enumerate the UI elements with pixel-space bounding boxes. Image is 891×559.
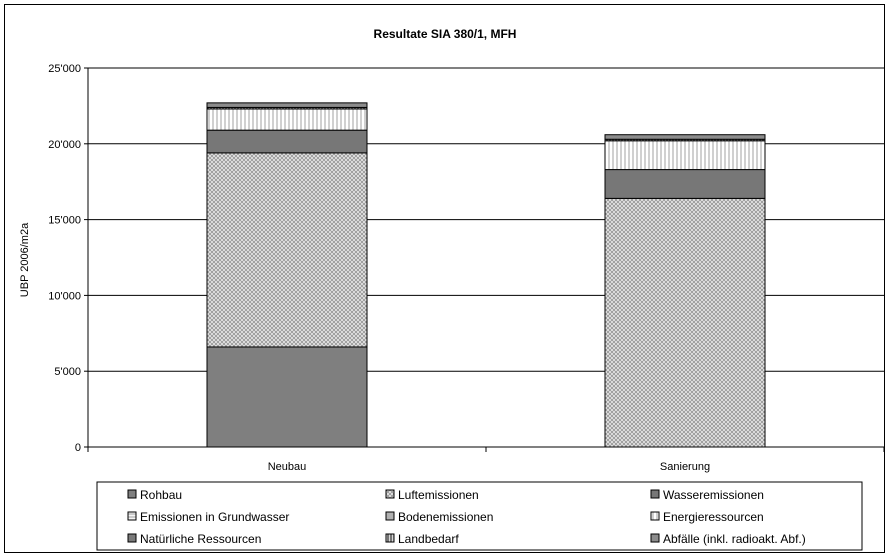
legend-swatch	[128, 490, 136, 498]
legend-label: Energieressourcen	[663, 510, 764, 524]
bar-segment	[605, 170, 765, 199]
legend-swatch	[651, 534, 659, 542]
bar-segment	[207, 103, 367, 108]
y-axis-label: UBP 2006/m2a	[19, 222, 31, 297]
y-tick-label: 10'000	[48, 290, 81, 302]
legend-swatch	[386, 490, 394, 498]
legend: Rohbau Luftemissionen Wasseremissionen Emis…	[97, 482, 862, 550]
bar-segment	[207, 130, 367, 153]
plot-area: 0 5'000 10'000 15'000 20'000 25'000 Neubau Sani…	[48, 63, 884, 473]
legend-swatch	[651, 512, 659, 520]
bar-segment	[605, 141, 765, 170]
legend-swatch	[651, 490, 659, 498]
y-tick-label: 15'000	[48, 215, 81, 227]
x-tick-label: Neubau	[268, 461, 307, 473]
legend-label: Wasseremissionen	[663, 488, 764, 502]
y-tick-label: 20'000	[48, 139, 81, 151]
bar-segment	[207, 153, 367, 347]
chart-title: Resultate SIA 380/1, MFH	[374, 27, 517, 41]
legend-label: Abfälle (inkl. radioakt. Abf.)	[663, 532, 806, 546]
y-tick-label: 5'000	[54, 366, 81, 378]
bar-segment	[605, 135, 765, 140]
y-tick-label: 0	[75, 442, 81, 454]
legend-label: Emissionen in Grundwasser	[140, 510, 289, 524]
legend-swatch	[128, 534, 136, 542]
bar-segment	[207, 347, 367, 447]
legend-label: Rohbau	[140, 488, 182, 502]
y-tick-label: 25'000	[48, 63, 81, 75]
legend-label: Landbedarf	[398, 532, 459, 546]
legend-label: Natürliche Ressourcen	[140, 532, 261, 546]
legend-label: Luftemissionen	[398, 488, 479, 502]
bar-segment	[207, 109, 367, 130]
x-tick-label: Sanierung	[660, 461, 710, 473]
legend-swatch	[128, 512, 136, 520]
legend-swatch	[386, 534, 394, 542]
legend-swatch	[386, 512, 394, 520]
legend-label: Bodenemissionen	[398, 510, 493, 524]
bar-segment	[605, 198, 765, 447]
